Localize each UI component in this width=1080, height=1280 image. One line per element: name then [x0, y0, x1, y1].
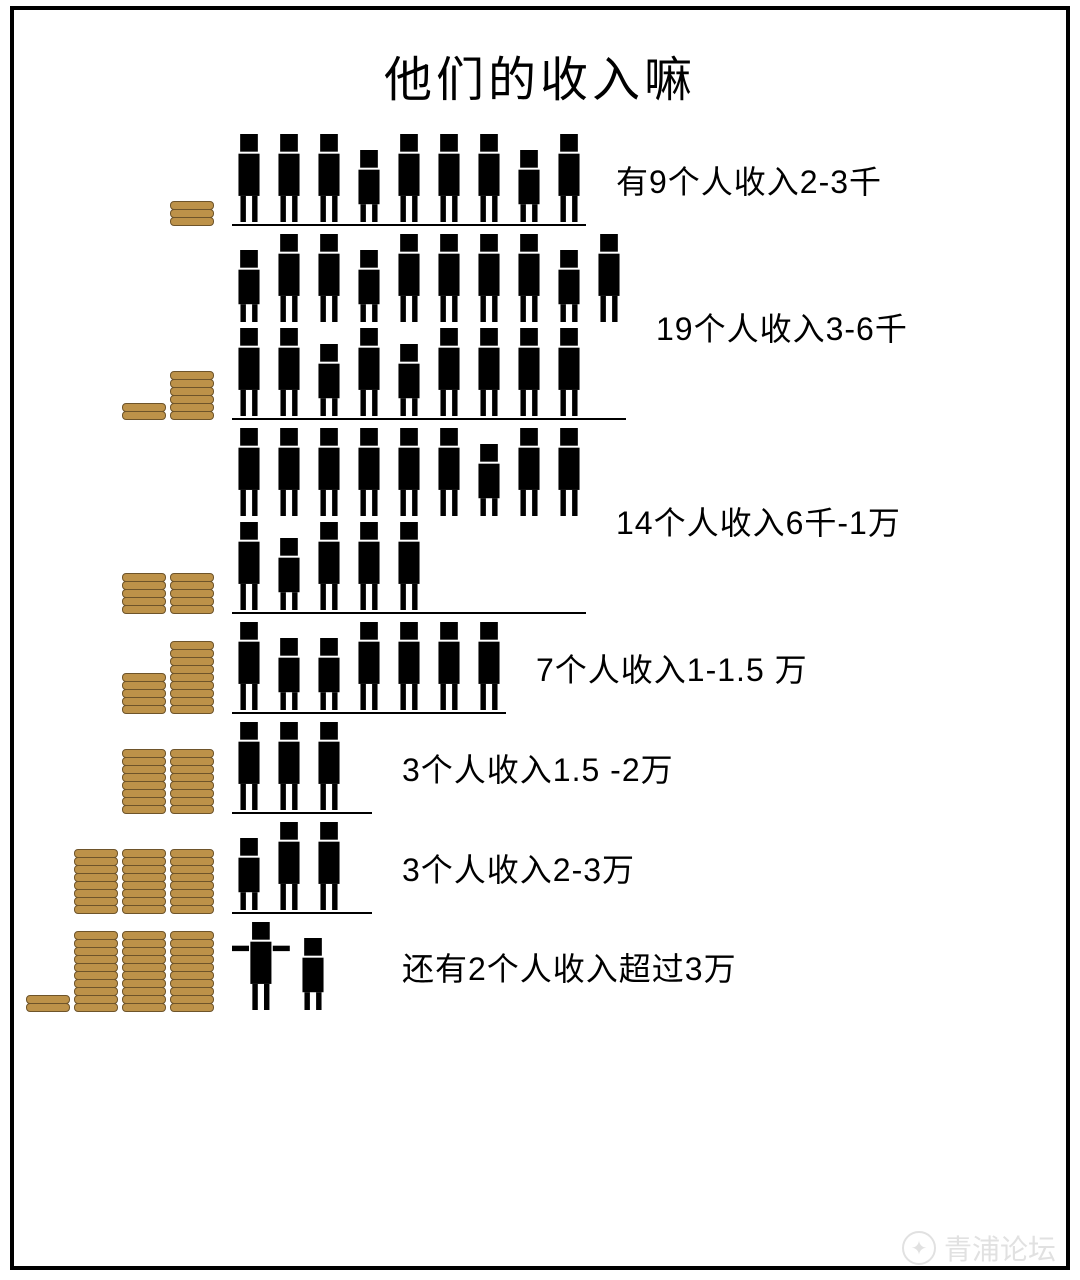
coin-stack — [122, 404, 166, 420]
coin — [74, 1003, 118, 1012]
people-column — [232, 428, 586, 614]
people-column — [232, 822, 372, 914]
people-line — [232, 622, 506, 710]
coin — [122, 805, 166, 814]
coin-stack — [122, 674, 166, 714]
coin-stack — [74, 932, 118, 1012]
people-line — [232, 722, 372, 810]
coins-column — [54, 750, 214, 814]
infographic-frame: 他们的收入嘛 — [10, 6, 1070, 1270]
coin-stack — [122, 574, 166, 614]
coin — [170, 1003, 214, 1012]
coins-column — [54, 850, 214, 914]
coin — [74, 905, 118, 914]
coins-column — [54, 372, 214, 420]
coin-stack — [170, 202, 214, 226]
row-label: 7个人收入1-1.5 万 — [524, 645, 1026, 691]
coin — [122, 411, 166, 420]
coin-stack — [122, 932, 166, 1012]
income-row: 3个人收入2-3万 — [54, 822, 1026, 914]
coin — [170, 805, 214, 814]
people-column — [232, 134, 586, 226]
people-line — [232, 234, 626, 322]
coin — [170, 217, 214, 226]
watermark-text: 青浦论坛 — [944, 1228, 1056, 1268]
coin-stack — [122, 750, 166, 814]
row-label: 14个人收入6千-1万 — [604, 498, 1026, 544]
row-label: 19个人收入3-6千 — [644, 304, 1026, 350]
income-row: 14个人收入6千-1万 — [54, 428, 1026, 614]
coin — [122, 605, 166, 614]
coin-stack — [74, 850, 118, 914]
people-line — [232, 922, 372, 1010]
coin-stack — [170, 750, 214, 814]
coin — [170, 705, 214, 714]
people-line — [232, 822, 372, 910]
coins-column — [54, 642, 214, 714]
people-column — [232, 722, 372, 814]
coins-column — [54, 574, 214, 614]
people-line — [232, 328, 626, 416]
coin-stack — [122, 850, 166, 914]
row-label: 还有2个人收入超过3万 — [390, 944, 1026, 990]
income-row: 3个人收入1.5 -2万 — [54, 722, 1026, 814]
people-line — [232, 428, 586, 516]
coin — [170, 905, 214, 914]
coins-column — [54, 202, 214, 226]
watermark: ✦ 青浦论坛 — [902, 1228, 1056, 1268]
chart-title: 他们的收入嘛 — [54, 40, 1026, 110]
coin-stack — [170, 574, 214, 614]
rows-container: 有9个人收入2-3千 — [54, 134, 1026, 1012]
coin-stack — [170, 850, 214, 914]
people-column — [232, 622, 506, 714]
coin — [122, 1003, 166, 1012]
coin — [26, 1003, 70, 1012]
coin-stack — [170, 372, 214, 420]
coin-stack — [170, 932, 214, 1012]
coins-column — [54, 932, 214, 1012]
income-row: 19个人收入3-6千 — [54, 234, 1026, 420]
coin — [170, 411, 214, 420]
income-row: 有9个人收入2-3千 — [54, 134, 1026, 226]
people-column — [232, 922, 372, 1012]
people-line — [232, 522, 586, 610]
coin — [122, 705, 166, 714]
coin — [170, 605, 214, 614]
income-row: 还有2个人收入超过3万 — [54, 922, 1026, 1012]
row-label: 3个人收入2-3万 — [390, 845, 1026, 891]
coin-stack — [26, 996, 70, 1012]
wechat-icon: ✦ — [902, 1231, 936, 1265]
row-label: 有9个人收入2-3千 — [604, 157, 1026, 203]
coin — [122, 905, 166, 914]
coin-stack — [170, 642, 214, 714]
row-label: 3个人收入1.5 -2万 — [390, 745, 1026, 791]
income-row: 7个人收入1-1.5 万 — [54, 622, 1026, 714]
people-line — [232, 134, 586, 222]
people-column — [232, 234, 626, 420]
